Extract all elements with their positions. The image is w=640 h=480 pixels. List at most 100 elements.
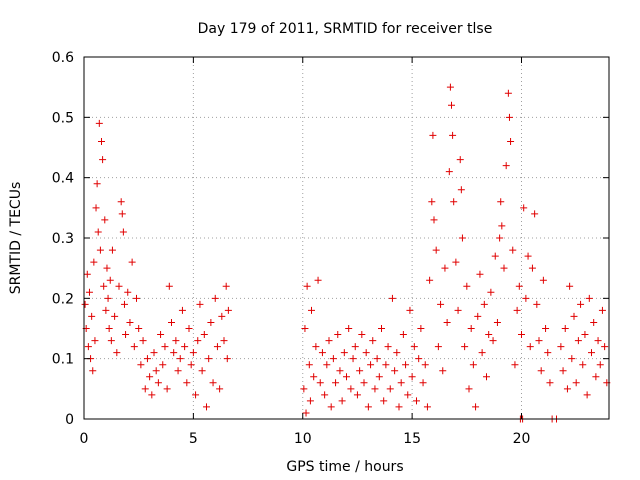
data-point bbox=[353, 391, 361, 399]
data-point bbox=[570, 312, 578, 320]
data-point bbox=[511, 361, 519, 369]
data-point bbox=[316, 379, 324, 387]
data-point bbox=[105, 325, 113, 332]
data-point bbox=[406, 306, 414, 314]
data-point bbox=[81, 300, 89, 308]
data-point bbox=[375, 373, 383, 381]
data-point bbox=[497, 198, 505, 206]
data-point bbox=[120, 300, 128, 308]
data-point bbox=[557, 343, 565, 351]
data-point bbox=[454, 306, 462, 314]
data-point bbox=[220, 337, 228, 345]
data-point bbox=[340, 349, 348, 357]
data-point bbox=[312, 343, 320, 351]
data-point bbox=[413, 397, 420, 405]
data-point bbox=[92, 204, 100, 212]
data-point bbox=[500, 264, 508, 272]
data-point bbox=[566, 282, 574, 290]
data-point bbox=[163, 385, 171, 393]
data-point bbox=[336, 367, 344, 375]
data-point bbox=[178, 306, 186, 314]
data-point bbox=[469, 361, 477, 369]
data-point bbox=[327, 403, 335, 411]
data-point bbox=[207, 318, 215, 326]
data-point bbox=[98, 137, 105, 145]
data-point bbox=[83, 270, 91, 278]
data-point bbox=[526, 343, 534, 351]
y-tick-label: 0 bbox=[65, 412, 74, 428]
data-point bbox=[590, 318, 598, 326]
data-point bbox=[417, 325, 425, 332]
data-point bbox=[449, 131, 457, 139]
data-point bbox=[185, 325, 193, 332]
data-point bbox=[546, 379, 554, 387]
data-point bbox=[148, 391, 156, 399]
data-point bbox=[467, 325, 475, 332]
data-point bbox=[429, 131, 437, 139]
data-point bbox=[502, 162, 510, 170]
data-point bbox=[170, 349, 178, 357]
data-point bbox=[150, 349, 158, 357]
data-point bbox=[334, 331, 342, 339]
data-point bbox=[305, 361, 313, 369]
data-point bbox=[108, 246, 116, 254]
y-axis-label: SRMTID / TECUs bbox=[8, 182, 24, 295]
data-point bbox=[509, 246, 517, 254]
data-point bbox=[203, 403, 210, 411]
data-point bbox=[161, 343, 169, 351]
data-point bbox=[395, 403, 403, 411]
data-point bbox=[224, 306, 232, 314]
data-point bbox=[143, 355, 151, 363]
data-point bbox=[314, 276, 322, 284]
data-point bbox=[443, 318, 451, 326]
data-point bbox=[491, 252, 499, 260]
data-point bbox=[329, 355, 337, 363]
points-layer bbox=[81, 83, 611, 423]
data-point bbox=[522, 294, 530, 302]
data-point bbox=[137, 361, 145, 369]
data-point bbox=[100, 282, 108, 290]
data-point bbox=[518, 331, 525, 339]
data-point bbox=[456, 156, 464, 164]
data-point bbox=[426, 276, 434, 284]
data-point bbox=[572, 379, 580, 387]
data-point bbox=[89, 367, 97, 375]
data-point bbox=[539, 276, 547, 284]
data-point bbox=[364, 403, 372, 411]
data-point bbox=[378, 325, 385, 332]
data-point bbox=[476, 270, 484, 278]
data-point bbox=[393, 349, 401, 357]
data-point bbox=[601, 343, 609, 351]
data-point bbox=[318, 349, 326, 357]
data-point bbox=[434, 343, 442, 351]
y-tick-label: 0.2 bbox=[52, 291, 74, 307]
data-point bbox=[183, 379, 191, 387]
data-point bbox=[194, 337, 202, 345]
data-point bbox=[528, 264, 536, 272]
data-point bbox=[165, 282, 173, 290]
data-point bbox=[205, 355, 213, 363]
data-point bbox=[306, 397, 314, 405]
data-point bbox=[408, 373, 416, 381]
x-axis-label: GPS time / hours bbox=[286, 459, 403, 475]
x-tick-label: 5 bbox=[189, 431, 198, 447]
data-point bbox=[594, 337, 602, 345]
data-point bbox=[423, 403, 431, 411]
data-point bbox=[397, 379, 405, 387]
data-point bbox=[410, 343, 418, 351]
data-point bbox=[107, 337, 115, 345]
data-point bbox=[94, 228, 102, 236]
data-point bbox=[152, 367, 160, 375]
data-point bbox=[198, 367, 206, 375]
data-point bbox=[91, 337, 99, 345]
data-point bbox=[168, 318, 175, 326]
data-point bbox=[585, 294, 593, 302]
data-point bbox=[428, 198, 436, 206]
data-point bbox=[445, 168, 453, 176]
data-point bbox=[90, 258, 98, 266]
data-point bbox=[446, 83, 454, 91]
data-point bbox=[84, 343, 92, 351]
data-point bbox=[117, 198, 125, 206]
data-point bbox=[347, 385, 355, 393]
data-point bbox=[122, 331, 130, 339]
